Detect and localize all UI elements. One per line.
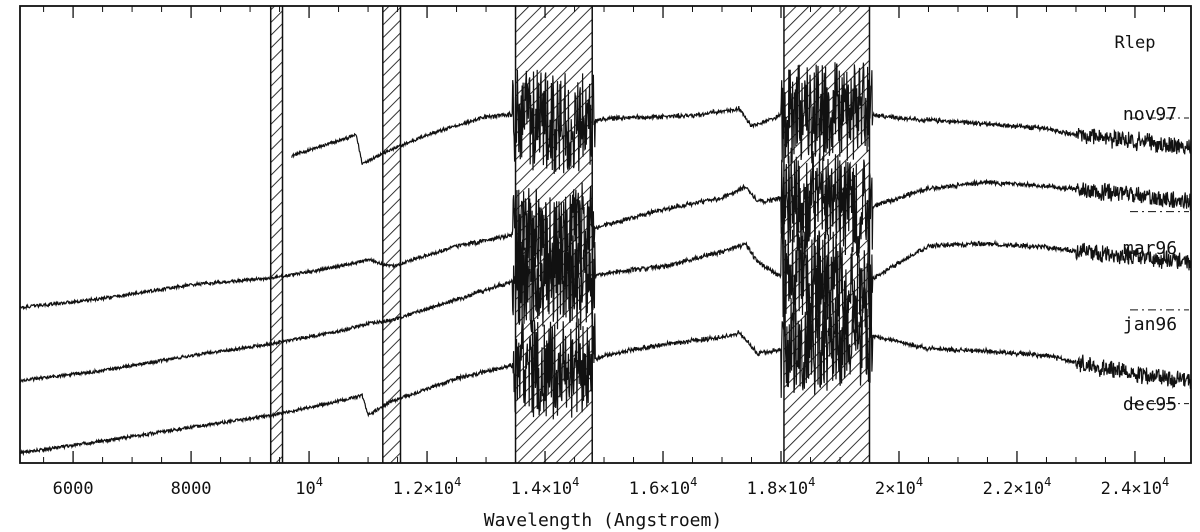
series-baseline-markers [1130, 117, 1189, 405]
x-tick-label: 2×104 [875, 475, 923, 499]
series-label-dec95: dec95 [1123, 394, 1177, 415]
hatched-region [382, 6, 402, 463]
series-line-dec95 [19, 285, 1192, 457]
x-tick-label: 2.2×104 [983, 475, 1052, 499]
x-axis-tick-labels: 6000 8000 104 1.2×104 1.4×104 1.6×104 1.8×104 2… [53, 475, 1170, 499]
x-axis-label: Wavelength (Angstroem) [484, 510, 722, 531]
x-tick-label: 6000 [53, 479, 94, 499]
x-tick-label: 2.4×104 [1101, 475, 1170, 499]
series-line-jan96 [19, 226, 1192, 385]
x-axis-ticks [43, 6, 1165, 463]
series-line-nov97 [291, 62, 1192, 174]
series-line-mar96 [19, 147, 1192, 311]
x-tick-label: 1.2×104 [393, 475, 462, 499]
x-tick-label: 1.4×104 [511, 475, 580, 499]
series-label-nov97: nov97 [1123, 104, 1177, 125]
x-tick-label: 104 [295, 475, 323, 499]
plot-frame [19, 5, 1192, 464]
x-tick-label: 8000 [171, 479, 212, 499]
hatched-region [269, 6, 284, 463]
series-label-jan96: jan96 [1123, 314, 1177, 335]
series-label-mar96: mar96 [1123, 238, 1177, 259]
x-tick-label: 1.6×104 [629, 475, 698, 499]
series-lines [19, 62, 1192, 457]
series-labels: nov97 mar96 jan96 dec95 [1123, 104, 1177, 415]
x-tick-label: 1.8×104 [747, 475, 816, 499]
chart-title: Rlep [1115, 33, 1156, 53]
